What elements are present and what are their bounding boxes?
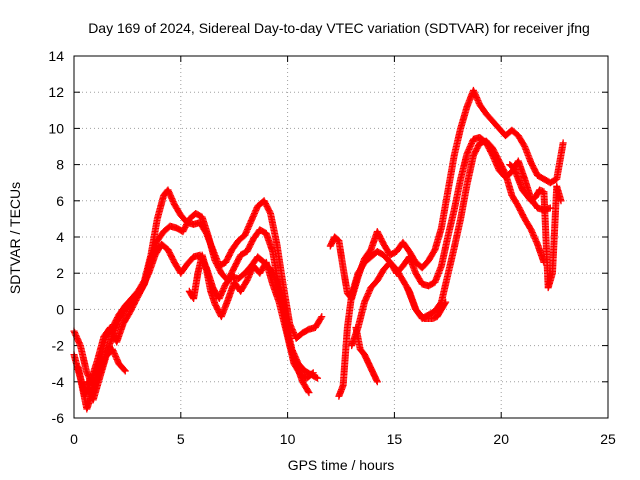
data-point — [373, 378, 381, 386]
data-point — [559, 139, 567, 147]
data-point — [121, 367, 129, 375]
data-point — [314, 374, 322, 382]
data-points — [70, 86, 567, 413]
data-point — [120, 366, 128, 374]
y-tick-label: -6 — [52, 410, 65, 426]
y-tick-label: 6 — [56, 193, 64, 209]
data-point — [304, 387, 312, 395]
grid-lines — [74, 56, 608, 418]
data-point — [317, 314, 325, 322]
y-axis-label: SDTVAR / TECUs — [7, 182, 23, 294]
x-tick-label: 0 — [70, 431, 78, 447]
y-tick-labels: -6 -4 -2 0 2 4 6 8 10 12 14 — [48, 48, 64, 426]
x-tick-label: 20 — [493, 431, 509, 447]
y-tick-label: 12 — [48, 84, 64, 100]
x-tick-label: 25 — [600, 431, 616, 447]
data-point — [309, 369, 317, 377]
y-tick-label: -4 — [52, 374, 65, 390]
y-tick-label: 0 — [56, 301, 64, 317]
data-point — [557, 197, 565, 205]
data-point — [318, 313, 326, 321]
x-tick-label: 15 — [387, 431, 403, 447]
data-point — [442, 298, 450, 306]
x-tick-labels: 0 5 10 15 20 25 — [70, 431, 616, 447]
x-axis-label: GPS time / hours — [288, 457, 395, 473]
y-tick-label: 10 — [48, 120, 64, 136]
x-tick-label: 5 — [177, 431, 185, 447]
plot-frame — [73, 55, 609, 419]
y-tick-label: 8 — [56, 157, 64, 173]
y-tick-label: -2 — [52, 338, 65, 354]
chart-title: Day 169 of 2024, Sidereal Day-to-day VTE… — [88, 20, 590, 36]
y-tick-label: 2 — [56, 265, 64, 281]
x-tick-label: 10 — [280, 431, 296, 447]
y-tick-label: 4 — [56, 229, 64, 245]
data-point — [305, 389, 313, 397]
data-point — [308, 370, 316, 378]
y-tick-label: 14 — [48, 48, 64, 64]
data-point — [312, 373, 320, 381]
data-point — [441, 299, 449, 307]
